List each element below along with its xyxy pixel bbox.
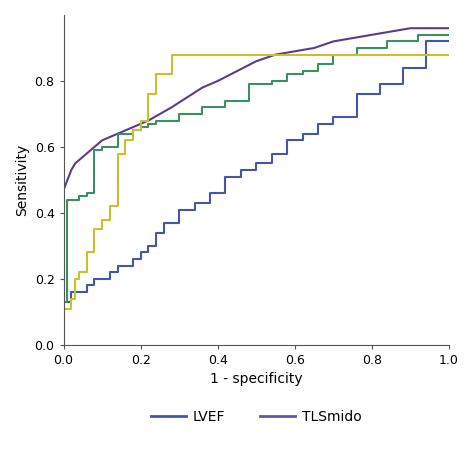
X-axis label: 1 - specificity: 1 - specificity bbox=[210, 373, 302, 386]
Y-axis label: Sensitivity: Sensitivity bbox=[15, 144, 29, 216]
Legend: LVEF, TLSmido: LVEF, TLSmido bbox=[146, 405, 367, 429]
